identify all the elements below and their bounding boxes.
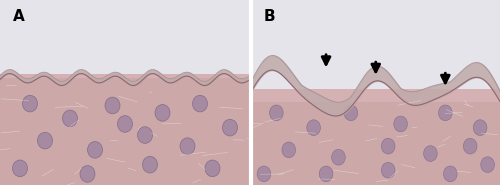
Ellipse shape xyxy=(282,142,296,158)
Ellipse shape xyxy=(22,95,38,112)
Ellipse shape xyxy=(319,166,333,182)
Ellipse shape xyxy=(80,166,95,182)
Ellipse shape xyxy=(344,105,358,121)
Ellipse shape xyxy=(332,149,345,165)
Ellipse shape xyxy=(270,105,283,121)
Ellipse shape xyxy=(474,120,487,135)
Ellipse shape xyxy=(205,160,220,177)
Ellipse shape xyxy=(138,127,152,143)
Ellipse shape xyxy=(464,138,477,154)
Ellipse shape xyxy=(180,138,195,154)
Ellipse shape xyxy=(12,160,28,177)
Ellipse shape xyxy=(155,105,170,121)
Ellipse shape xyxy=(438,105,452,121)
Bar xyxy=(0,74,250,185)
Ellipse shape xyxy=(192,95,208,112)
Text: A: A xyxy=(12,9,24,24)
Ellipse shape xyxy=(105,97,120,114)
Ellipse shape xyxy=(394,116,407,132)
Ellipse shape xyxy=(88,142,102,158)
Bar xyxy=(252,89,500,185)
Ellipse shape xyxy=(444,166,457,182)
Ellipse shape xyxy=(38,132,52,149)
Bar xyxy=(0,0,250,78)
Ellipse shape xyxy=(382,162,395,178)
Ellipse shape xyxy=(142,156,158,173)
Ellipse shape xyxy=(118,116,132,132)
Ellipse shape xyxy=(480,157,494,172)
Text: B: B xyxy=(264,9,276,24)
Bar xyxy=(252,0,500,102)
Ellipse shape xyxy=(222,119,238,136)
Ellipse shape xyxy=(382,138,395,154)
Ellipse shape xyxy=(424,146,438,161)
Ellipse shape xyxy=(307,120,320,135)
Ellipse shape xyxy=(257,166,271,182)
Ellipse shape xyxy=(62,110,78,127)
